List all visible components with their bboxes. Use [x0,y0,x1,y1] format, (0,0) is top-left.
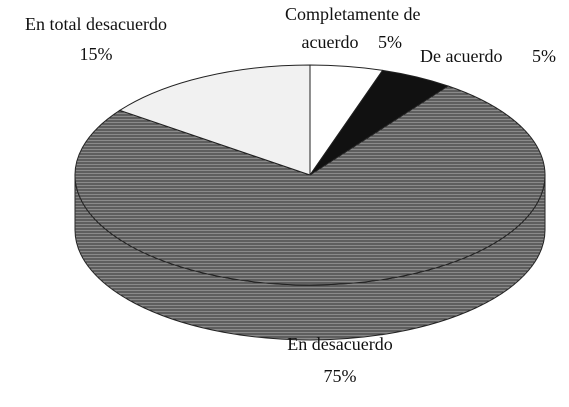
slice-label: Completamente de acuerdo [285,4,425,52]
value-label: 15% [80,44,113,64]
slice-label: De acuerdo [420,46,502,66]
pie-slice [118,64,311,176]
value-label: 5% [378,32,402,52]
value-label: 5% [532,46,556,66]
pie-side-hatch [75,175,545,340]
slice-label: En total desacuerdo [25,14,167,34]
pie-slice-hatch [74,86,545,285]
value-label: 75% [324,366,357,386]
slice-label: En desacuerdo [287,334,392,354]
